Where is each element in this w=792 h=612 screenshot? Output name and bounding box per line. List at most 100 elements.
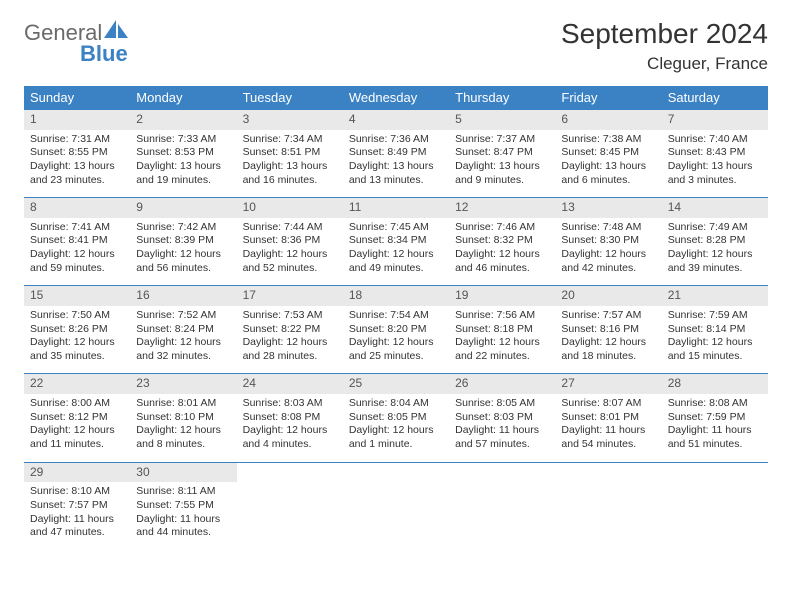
calendar-cell: 4Sunrise: 7:36 AMSunset: 8:49 PMDaylight… (343, 110, 449, 198)
daylight-line: Daylight: 12 hours and 56 minutes. (136, 248, 230, 275)
day-body: Sunrise: 8:05 AMSunset: 8:03 PMDaylight:… (449, 394, 555, 462)
sunset-line: Sunset: 8:53 PM (136, 146, 230, 160)
sunset-line: Sunset: 8:03 PM (455, 411, 549, 425)
calendar-cell: 17Sunrise: 7:53 AMSunset: 8:22 PMDayligh… (237, 286, 343, 374)
daylight-line: Daylight: 11 hours and 47 minutes. (30, 513, 124, 540)
weekday-header: Monday (130, 86, 236, 110)
day-body: Sunrise: 7:52 AMSunset: 8:24 PMDaylight:… (130, 306, 236, 374)
calendar-cell: 23Sunrise: 8:01 AMSunset: 8:10 PMDayligh… (130, 374, 236, 462)
calendar-row: 1Sunrise: 7:31 AMSunset: 8:55 PMDaylight… (24, 110, 768, 198)
daylight-line: Daylight: 12 hours and 4 minutes. (243, 424, 337, 451)
daylight-line: Daylight: 12 hours and 28 minutes. (243, 336, 337, 363)
day-number: 14 (662, 198, 768, 218)
day-number: 11 (343, 198, 449, 218)
weekday-header-row: Sunday Monday Tuesday Wednesday Thursday… (24, 86, 768, 110)
daylight-line: Daylight: 12 hours and 22 minutes. (455, 336, 549, 363)
day-body: Sunrise: 8:07 AMSunset: 8:01 PMDaylight:… (555, 394, 661, 462)
sunset-line: Sunset: 8:36 PM (243, 234, 337, 248)
weekday-header: Friday (555, 86, 661, 110)
day-body: Sunrise: 7:42 AMSunset: 8:39 PMDaylight:… (130, 218, 236, 286)
sunrise-line: Sunrise: 7:53 AM (243, 309, 337, 323)
day-number: 7 (662, 110, 768, 130)
calendar-cell: 20Sunrise: 7:57 AMSunset: 8:16 PMDayligh… (555, 286, 661, 374)
sunset-line: Sunset: 7:59 PM (668, 411, 762, 425)
day-body: Sunrise: 8:00 AMSunset: 8:12 PMDaylight:… (24, 394, 130, 462)
calendar-cell: 22Sunrise: 8:00 AMSunset: 8:12 PMDayligh… (24, 374, 130, 462)
day-body: Sunrise: 7:53 AMSunset: 8:22 PMDaylight:… (237, 306, 343, 374)
day-body: Sunrise: 7:34 AMSunset: 8:51 PMDaylight:… (237, 130, 343, 198)
calendar-cell: 9Sunrise: 7:42 AMSunset: 8:39 PMDaylight… (130, 198, 236, 286)
sunset-line: Sunset: 8:16 PM (561, 323, 655, 337)
sunrise-line: Sunrise: 8:01 AM (136, 397, 230, 411)
calendar-cell: 16Sunrise: 7:52 AMSunset: 8:24 PMDayligh… (130, 286, 236, 374)
sail-icon (102, 18, 132, 40)
calendar-cell: 24Sunrise: 8:03 AMSunset: 8:08 PMDayligh… (237, 374, 343, 462)
page-title: September 2024 (561, 18, 768, 50)
sunset-line: Sunset: 8:32 PM (455, 234, 549, 248)
daylight-line: Daylight: 11 hours and 44 minutes. (136, 513, 230, 540)
day-body: Sunrise: 8:08 AMSunset: 7:59 PMDaylight:… (662, 394, 768, 462)
sunrise-line: Sunrise: 8:00 AM (30, 397, 124, 411)
calendar-cell: 25Sunrise: 8:04 AMSunset: 8:05 PMDayligh… (343, 374, 449, 462)
sunrise-line: Sunrise: 8:08 AM (668, 397, 762, 411)
daylight-line: Daylight: 13 hours and 16 minutes. (243, 160, 337, 187)
daylight-line: Daylight: 12 hours and 15 minutes. (668, 336, 762, 363)
sunset-line: Sunset: 8:55 PM (30, 146, 124, 160)
sunrise-line: Sunrise: 8:04 AM (349, 397, 443, 411)
calendar-cell: 1Sunrise: 7:31 AMSunset: 8:55 PMDaylight… (24, 110, 130, 198)
page-header: General Blue September 2024 Cleguer, Fra… (24, 18, 768, 74)
day-body: Sunrise: 7:54 AMSunset: 8:20 PMDaylight:… (343, 306, 449, 374)
day-body: Sunrise: 7:50 AMSunset: 8:26 PMDaylight:… (24, 306, 130, 374)
day-body: Sunrise: 7:40 AMSunset: 8:43 PMDaylight:… (662, 130, 768, 198)
day-body: Sunrise: 8:03 AMSunset: 8:08 PMDaylight:… (237, 394, 343, 462)
calendar-cell (343, 462, 449, 550)
sunset-line: Sunset: 8:20 PM (349, 323, 443, 337)
calendar-cell: 28Sunrise: 8:08 AMSunset: 7:59 PMDayligh… (662, 374, 768, 462)
sunset-line: Sunset: 8:47 PM (455, 146, 549, 160)
day-number: 21 (662, 286, 768, 306)
sunset-line: Sunset: 8:26 PM (30, 323, 124, 337)
sunset-line: Sunset: 8:14 PM (668, 323, 762, 337)
day-body: Sunrise: 7:36 AMSunset: 8:49 PMDaylight:… (343, 130, 449, 198)
sunrise-line: Sunrise: 7:38 AM (561, 133, 655, 147)
day-body: Sunrise: 7:49 AMSunset: 8:28 PMDaylight:… (662, 218, 768, 286)
day-number: 4 (343, 110, 449, 130)
calendar-cell: 10Sunrise: 7:44 AMSunset: 8:36 PMDayligh… (237, 198, 343, 286)
sunrise-line: Sunrise: 7:40 AM (668, 133, 762, 147)
sunrise-line: Sunrise: 8:10 AM (30, 485, 124, 499)
sunrise-line: Sunrise: 7:44 AM (243, 221, 337, 235)
sunrise-line: Sunrise: 7:36 AM (349, 133, 443, 147)
daylight-line: Daylight: 13 hours and 19 minutes. (136, 160, 230, 187)
day-number: 6 (555, 110, 661, 130)
day-number: 1 (24, 110, 130, 130)
calendar-row: 8Sunrise: 7:41 AMSunset: 8:41 PMDaylight… (24, 198, 768, 286)
calendar-cell: 27Sunrise: 8:07 AMSunset: 8:01 PMDayligh… (555, 374, 661, 462)
daylight-line: Daylight: 12 hours and 52 minutes. (243, 248, 337, 275)
calendar-cell: 21Sunrise: 7:59 AMSunset: 8:14 PMDayligh… (662, 286, 768, 374)
day-number: 9 (130, 198, 236, 218)
weekday-header: Thursday (449, 86, 555, 110)
daylight-line: Daylight: 13 hours and 6 minutes. (561, 160, 655, 187)
sunset-line: Sunset: 8:39 PM (136, 234, 230, 248)
calendar-body: 1Sunrise: 7:31 AMSunset: 8:55 PMDaylight… (24, 110, 768, 550)
sunrise-line: Sunrise: 7:46 AM (455, 221, 549, 235)
sunset-line: Sunset: 8:41 PM (30, 234, 124, 248)
weekday-header: Wednesday (343, 86, 449, 110)
daylight-line: Daylight: 12 hours and 59 minutes. (30, 248, 124, 275)
sunset-line: Sunset: 8:28 PM (668, 234, 762, 248)
day-number: 29 (24, 463, 130, 483)
day-body: Sunrise: 8:11 AMSunset: 7:55 PMDaylight:… (130, 482, 236, 550)
day-number: 3 (237, 110, 343, 130)
calendar-cell: 2Sunrise: 7:33 AMSunset: 8:53 PMDaylight… (130, 110, 236, 198)
daylight-line: Daylight: 11 hours and 54 minutes. (561, 424, 655, 451)
sunset-line: Sunset: 8:51 PM (243, 146, 337, 160)
sunrise-line: Sunrise: 7:48 AM (561, 221, 655, 235)
sunset-line: Sunset: 8:24 PM (136, 323, 230, 337)
daylight-line: Daylight: 13 hours and 9 minutes. (455, 160, 549, 187)
sunset-line: Sunset: 8:10 PM (136, 411, 230, 425)
daylight-line: Daylight: 12 hours and 11 minutes. (30, 424, 124, 451)
day-body: Sunrise: 7:37 AMSunset: 8:47 PMDaylight:… (449, 130, 555, 198)
day-body: Sunrise: 7:59 AMSunset: 8:14 PMDaylight:… (662, 306, 768, 374)
day-body: Sunrise: 8:10 AMSunset: 7:57 PMDaylight:… (24, 482, 130, 550)
sunrise-line: Sunrise: 7:54 AM (349, 309, 443, 323)
